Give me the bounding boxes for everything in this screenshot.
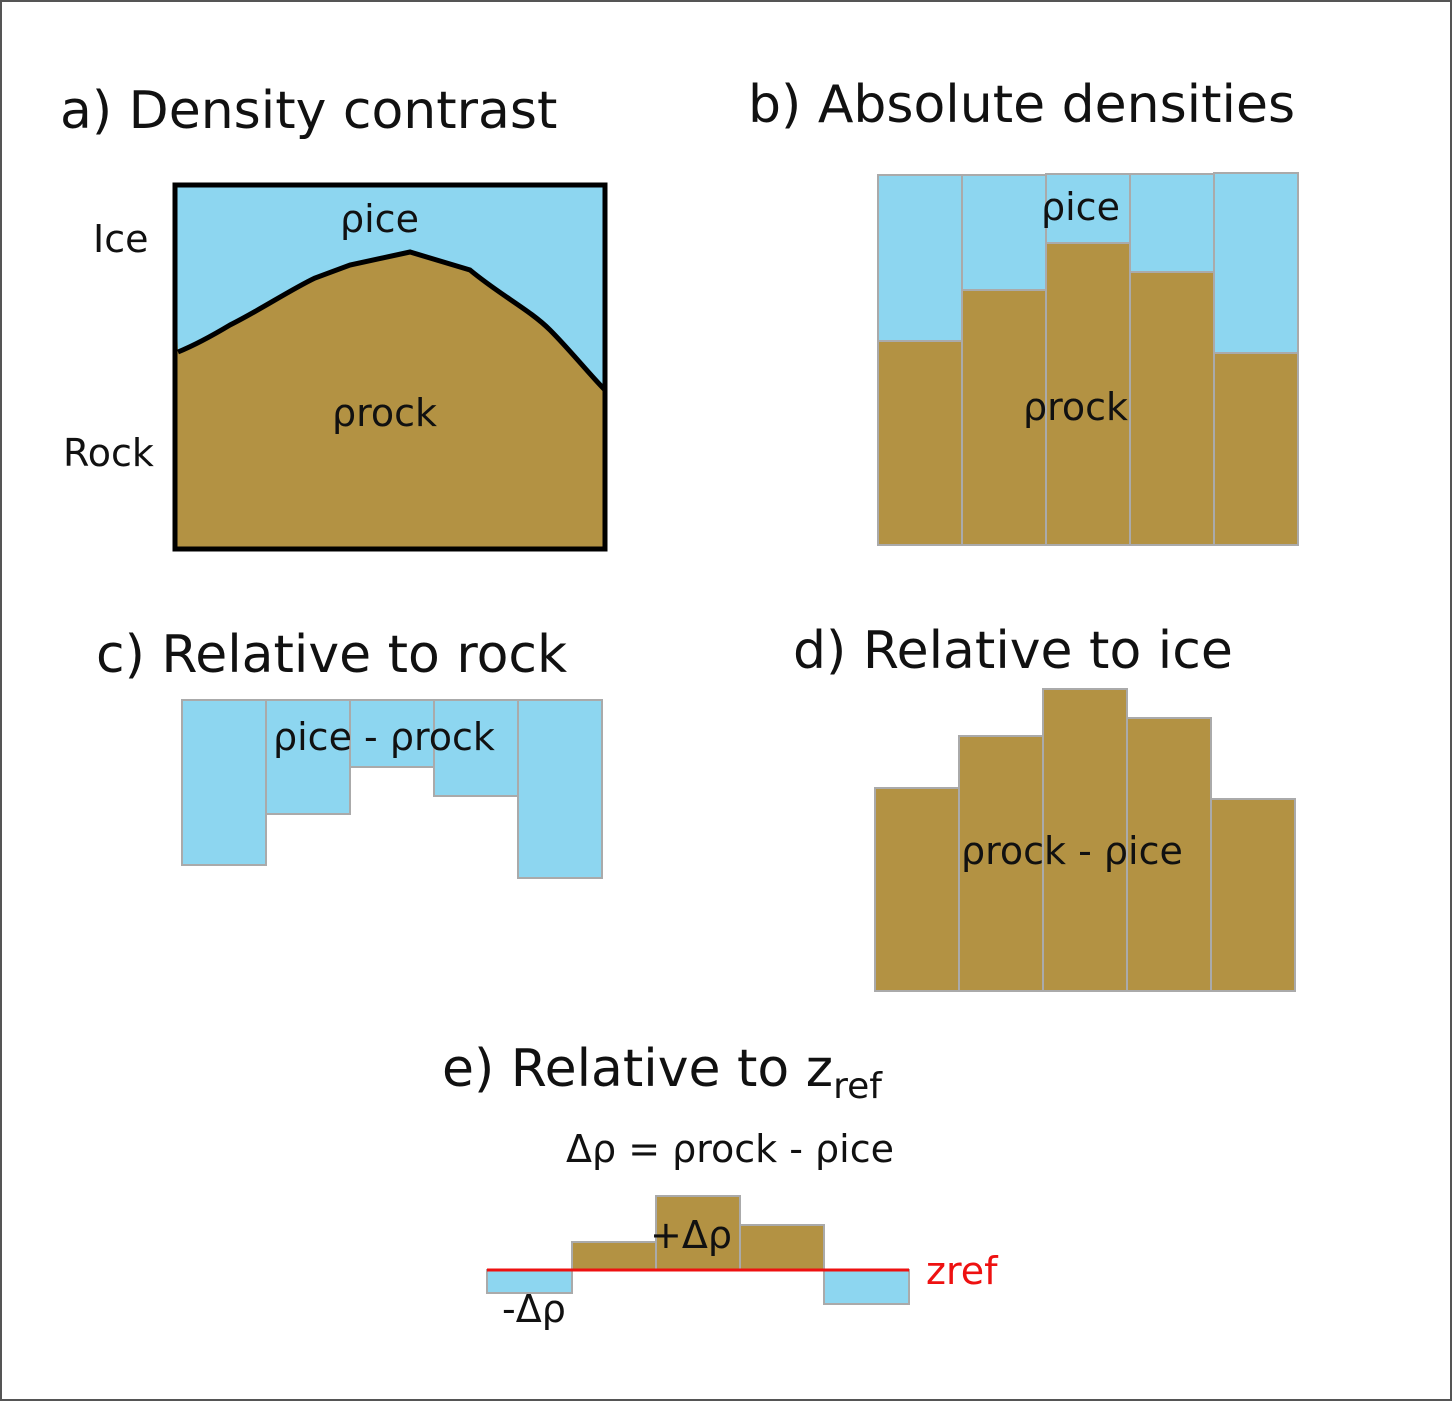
column-2-positive-anomaly — [571, 1241, 657, 1271]
column-5-relative-rock — [1210, 798, 1296, 992]
column-4-relative-ice — [433, 699, 519, 797]
rock-density-label: ρrock — [1023, 385, 1128, 429]
panel-d: d) Relative to ice ρrock - ρice — [793, 621, 1296, 992]
negative-anomaly-label: -Δρ — [502, 1287, 566, 1331]
reference-level-label-subscript: ref — [946, 1249, 999, 1293]
ice-side-label: Ice — [93, 217, 148, 261]
rock-side-label: Rock — [63, 431, 154, 475]
difference-label: ρrock - ρice — [961, 829, 1183, 873]
panel-c: c) Relative to rock ρice - ρrock — [96, 625, 603, 879]
panel-d-title: d) Relative to ice — [793, 621, 1233, 681]
rock-density-label: ρrock — [332, 391, 437, 435]
panel-a-box — [172, 182, 608, 552]
column-1-relative-rock — [874, 787, 960, 992]
column-3-rock — [1045, 242, 1131, 546]
difference-label: ρice - ρrock — [273, 715, 495, 759]
reference-level-label: zref — [926, 1249, 999, 1293]
column-1-rock — [877, 340, 963, 546]
panel-b-title: b) Absolute densities — [748, 75, 1295, 135]
column-3-positive-anomaly — [655, 1195, 741, 1271]
panel-e-title-subscript: ref — [833, 1066, 883, 1107]
column-4-rock — [1129, 271, 1215, 546]
column-2-rock — [961, 289, 1047, 546]
panel-a-title: a) Density contrast — [60, 81, 557, 141]
column-5-negative-anomaly — [823, 1269, 910, 1305]
column-3-relative-rock — [1042, 688, 1128, 992]
panel-a: a) Density contrast Ice Rock ρice ρrock — [60, 81, 608, 552]
column-4-positive-anomaly — [739, 1224, 825, 1271]
ice-body — [175, 185, 605, 390]
column-2-relative-ice — [265, 699, 351, 815]
column-2-relative-rock — [958, 735, 1044, 992]
density-equation: Δρ = ρrock - ρice — [566, 1127, 894, 1171]
ice-density-label: ρice — [1041, 185, 1120, 229]
column-3-relative-ice — [349, 699, 435, 768]
panel-b: b) Absolute densities ρice ρrock — [748, 75, 1299, 546]
panel-e-title: e) Relative to zref — [442, 1039, 883, 1107]
ice-density-label: ρice — [340, 197, 419, 241]
panel-e-title-main: e) Relative to z — [442, 1039, 833, 1099]
panel-e: e) Relative to zref Δρ = ρrock - ρice +Δ… — [442, 1039, 999, 1331]
positive-anomaly-label: +Δρ — [650, 1213, 732, 1257]
panel-c-title: c) Relative to rock — [96, 625, 567, 685]
reference-level-label-main: z — [926, 1249, 946, 1293]
column-4-relative-rock — [1126, 717, 1212, 992]
column-1-relative-ice — [181, 699, 267, 866]
column-5-rock — [1213, 352, 1299, 546]
column-5-relative-ice — [517, 699, 603, 879]
ice-rock-interface — [177, 249, 607, 392]
